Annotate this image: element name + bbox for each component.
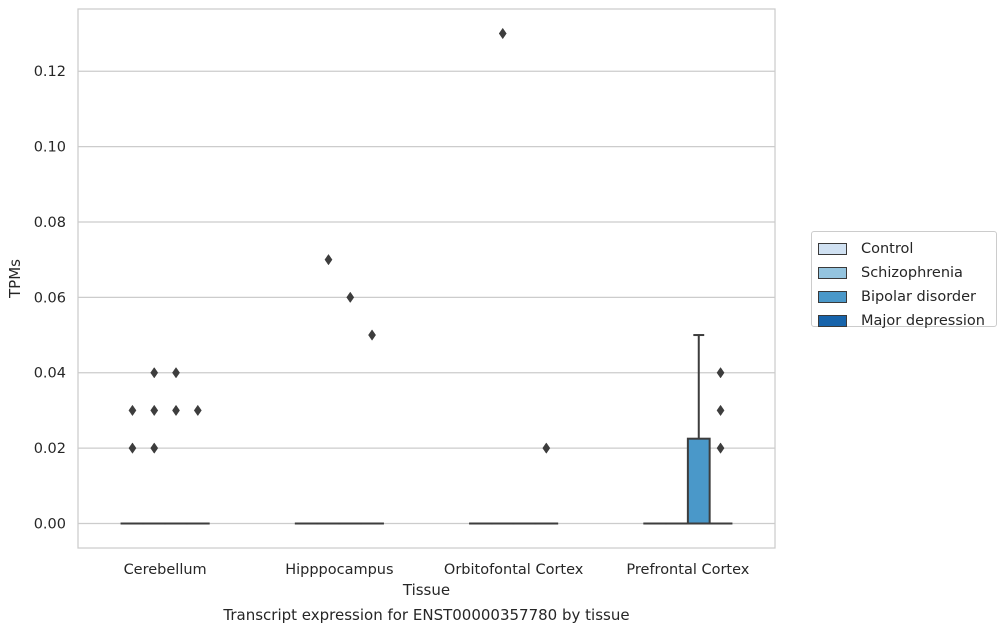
y-tick-label: 0.02	[34, 441, 66, 457]
x-tick-label: Hipppocampus	[285, 562, 393, 578]
outlier-point	[128, 404, 137, 417]
grid-lines	[78, 70, 775, 525]
x-tick-label: Cerebellum	[124, 562, 207, 578]
box-body	[686, 437, 711, 525]
outlier-point	[346, 291, 355, 303]
legend-label: Schizophrenia	[861, 265, 963, 281]
legend-label: Major depression	[861, 313, 985, 329]
outlier-point	[498, 27, 507, 40]
outlier-points	[128, 27, 725, 454]
outlier-point	[716, 404, 725, 417]
y-tick-label: 0.06	[34, 290, 66, 306]
legend-swatch	[818, 315, 847, 327]
x-tick-label: Prefrontal Cortex	[626, 562, 749, 578]
outlier-point	[324, 254, 333, 266]
legend-label: Bipolar disorder	[861, 289, 976, 305]
legend-item: Control	[818, 237, 996, 261]
legend-item: Schizophrenia	[818, 261, 996, 285]
y-tick-label: 0.08	[34, 215, 66, 231]
y-tick-labels: 0.00 0.02 0.04 0.06 0.08 0.10 0.12	[34, 64, 66, 532]
outlier-point	[150, 367, 159, 379]
outlier-point	[128, 442, 137, 454]
chart-caption: Transcript expression for ENST0000035778…	[223, 606, 630, 624]
y-tick-label: 0.12	[34, 64, 66, 80]
legend-swatch	[818, 291, 847, 303]
legend-label: Control	[861, 241, 914, 257]
x-axis-label: Tissue	[402, 581, 450, 599]
y-tick-label: 0.04	[34, 366, 66, 382]
x-tick-label: Orbitofontal Cortex	[444, 562, 584, 578]
outlier-point	[172, 404, 180, 417]
boxes	[120, 334, 733, 525]
outlier-point	[542, 442, 551, 454]
y-tick-label: 0.00	[34, 517, 66, 533]
outlier-point	[193, 404, 202, 417]
plot-frame	[77, 8, 776, 549]
outlier-point	[172, 367, 180, 379]
outlier-point	[368, 329, 376, 341]
legend-swatch	[818, 243, 847, 255]
box-prefrontal-cortex-bipolar-disorder	[686, 334, 711, 525]
y-axis-label: TPMs	[6, 259, 24, 299]
outlier-point	[150, 442, 159, 454]
legend-item: Major depression	[818, 309, 996, 333]
outlier-point	[716, 442, 725, 454]
outlier-point	[716, 367, 725, 379]
legend-swatch	[818, 267, 847, 279]
outlier-point	[150, 404, 159, 417]
x-tick-labels: Cerebellum Hipppocampus Orbitofontal Corte…	[124, 562, 750, 578]
legend: Control Schizophrenia Bipolar disorder Majo…	[811, 231, 997, 329]
legend-item: Bipolar disorder	[818, 285, 996, 309]
y-tick-label: 0.10	[34, 140, 66, 156]
